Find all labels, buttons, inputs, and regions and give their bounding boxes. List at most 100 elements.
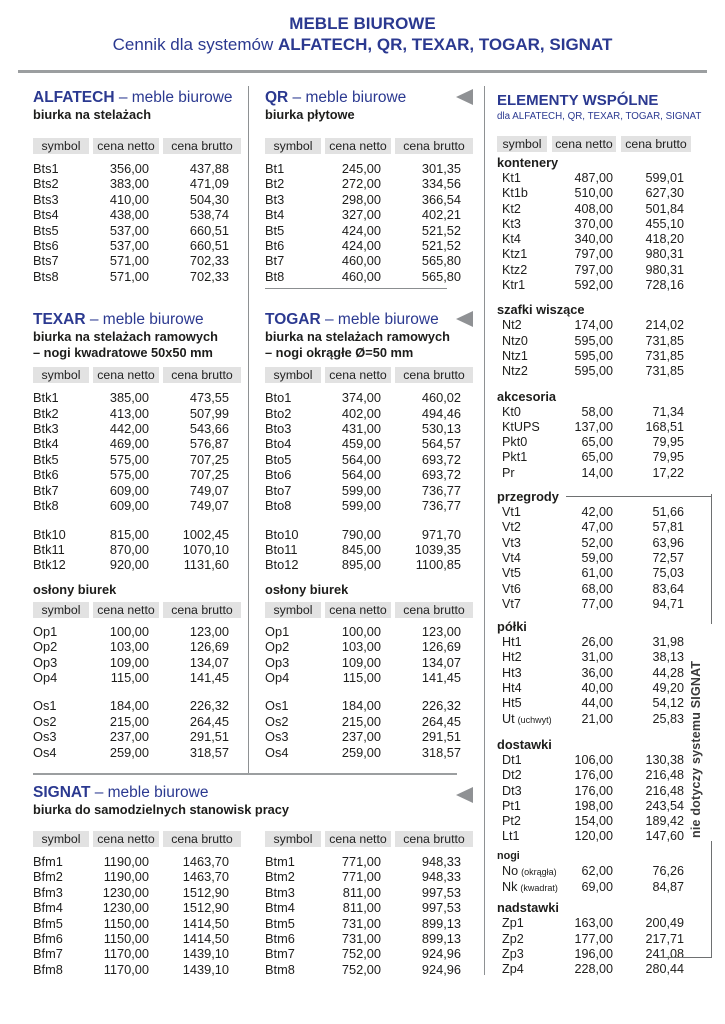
table-row: Btk6 575,00 707,25 bbox=[33, 467, 241, 482]
brutto-cell: 264,45 bbox=[421, 713, 461, 729]
brutto-cell: 707,25 bbox=[189, 451, 229, 467]
column-header: cena brutto bbox=[395, 831, 473, 847]
row-group: Bfm1 1190,00 1463,70 Bfm2 1190,00 1463,70 Bfm3… bbox=[33, 854, 241, 977]
table-row: Ht4 40,00 49,20 bbox=[497, 681, 696, 696]
table-row: Dt3 176,00 216,48 bbox=[497, 784, 696, 799]
symbol-cell: Ntz1 bbox=[502, 348, 528, 363]
brutto-cell: 521,52 bbox=[421, 222, 461, 238]
group-label: półki bbox=[497, 619, 712, 634]
table-row: Pr 14,00 17,22 bbox=[497, 466, 696, 481]
brutto-cell: 418,20 bbox=[645, 232, 684, 247]
price-table-common: Kt0 58,00 71,34 KtUPS 137,00 168,51 Pkt0 65,00 7… bbox=[497, 405, 712, 481]
column-header: cena brutto bbox=[395, 601, 473, 618]
section-subtitle: biurka płytowe bbox=[265, 107, 355, 122]
table-row: Bfm7 1170,00 1439,10 bbox=[33, 946, 241, 961]
symbol-cell: Btk11 bbox=[33, 541, 65, 557]
table-row: Ht1 26,00 31,98 bbox=[497, 635, 696, 650]
brutto-cell: 141,45 bbox=[421, 669, 461, 685]
netto-cell: 442,00 bbox=[109, 421, 149, 437]
symbol-cell: Lt1 bbox=[502, 829, 520, 844]
brutto-cell: 141,45 bbox=[189, 669, 229, 685]
symbol-cell: Btm3 bbox=[265, 884, 295, 900]
table-row: Bto1 374,00 460,02 bbox=[265, 390, 473, 405]
brutto-cell: 471,09 bbox=[189, 176, 229, 192]
table-row: Lt1 120,00 147,60 bbox=[497, 829, 696, 844]
symbol-cell: Zp1 bbox=[502, 916, 524, 931]
table-row: Os2 215,00 264,45 bbox=[265, 714, 473, 729]
brutto-cell: 280,44 bbox=[645, 962, 684, 977]
symbol-cell: Vt4 bbox=[502, 550, 521, 565]
brutto-cell: 924,96 bbox=[421, 946, 461, 962]
table-row: Bto7 599,00 736,77 bbox=[265, 483, 473, 498]
symbol-cell: Pkt0 bbox=[502, 435, 528, 450]
table-row: Ht2 31,00 38,13 bbox=[497, 650, 696, 665]
table-row: Bt7 460,00 565,80 bbox=[265, 253, 473, 268]
table-row: Btm7 752,00 924,96 bbox=[265, 946, 473, 961]
group-label: kontenery bbox=[497, 155, 712, 170]
table-row: Ht5 44,00 54,12 bbox=[497, 696, 696, 711]
row-group: Os1 184,00 226,32 Os2 215,00 264,45 Os3 237,00 2… bbox=[265, 698, 473, 760]
section-title-signat: SIGNAT – meble biurowe bbox=[33, 783, 473, 802]
table-header: symbol cena netto cena brutto bbox=[265, 601, 473, 618]
section-oslony-middle: osłony biurek symbol cena netto cena brutt… bbox=[265, 582, 473, 760]
table-row: Bto10 790,00 971,70 bbox=[265, 527, 473, 542]
row-group: Bts1 356,00 437,88 Bts2 383,00 471,09 Bts3 410,… bbox=[33, 161, 241, 284]
brutto-cell: 1070,10 bbox=[182, 541, 229, 557]
table-row: Kt4 340,00 418,20 bbox=[497, 232, 696, 247]
symbol-cell: Nk (kwadrat) bbox=[502, 879, 558, 894]
brutto-cell: 318,57 bbox=[421, 744, 461, 760]
table-header: symbol cena netto cena brutto bbox=[33, 138, 241, 154]
symbol-cell: Pr bbox=[502, 465, 515, 480]
brutto-cell: 291,51 bbox=[421, 729, 461, 745]
column-divider-left bbox=[248, 86, 249, 773]
brutto-cell: 79,95 bbox=[652, 435, 684, 450]
brutto-cell: 1414,50 bbox=[182, 931, 229, 947]
page-title: MEBLE BIUROWE bbox=[289, 14, 436, 33]
symbol-cell: Bts5 bbox=[33, 222, 59, 238]
common-group: nogi No (okrągła) 62,00 76,26 Nk (kwadrat) 69,0… bbox=[497, 850, 712, 897]
brutto-cell: 226,32 bbox=[421, 698, 461, 714]
row-group: Btm1 771,00 948,33 Btm2 771,00 948,33 Btm3 811,… bbox=[265, 854, 473, 977]
price-table-common: Dt1 106,00 130,38 Dt2 176,00 216,48 Dt3 176,00 2… bbox=[497, 753, 712, 845]
netto-cell: 537,00 bbox=[109, 222, 149, 238]
brutto-cell: 1002,45 bbox=[182, 526, 229, 542]
page-header: MEBLE BIUROWE Cennik dla systemów ALFATE… bbox=[0, 0, 725, 55]
table-row: Bt1 245,00 301,35 bbox=[265, 161, 473, 176]
brutto-cell: 660,51 bbox=[189, 222, 229, 238]
table-row: Bfm8 1170,00 1439,10 bbox=[33, 962, 241, 977]
group-label: szafki wiszące bbox=[497, 302, 712, 317]
system-name: TEXAR bbox=[33, 311, 86, 329]
symbol-cell: Bto4 bbox=[265, 436, 292, 452]
netto-cell: 65,00 bbox=[581, 435, 613, 450]
netto-cell: 14,00 bbox=[581, 465, 613, 480]
price-table-common: Vt1 42,00 51,66 Vt2 47,00 57,81 Vt3 52,00 63,96 V… bbox=[497, 505, 712, 612]
netto-cell: 31,00 bbox=[581, 650, 613, 665]
netto-cell: 1230,00 bbox=[102, 884, 149, 900]
netto-cell: 424,00 bbox=[341, 238, 381, 254]
column-header: cena netto bbox=[93, 601, 159, 618]
table-row: Bt3 298,00 366,54 bbox=[265, 192, 473, 207]
table-row: Bto12 895,00 1100,85 bbox=[265, 557, 473, 572]
table-row: Op3 109,00 134,07 bbox=[33, 655, 241, 670]
table-row: Bt2 272,00 334,56 bbox=[265, 176, 473, 191]
section-title-qr: QR – meble biurowe bbox=[265, 88, 473, 107]
netto-cell: 410,00 bbox=[109, 191, 149, 207]
column-header: symbol bbox=[33, 601, 89, 618]
column-header: symbol bbox=[265, 138, 321, 154]
row-group: No (okrągła) 62,00 76,26 Nk (kwadrat) 69,00 84,… bbox=[497, 864, 712, 897]
system-name: QR bbox=[265, 89, 289, 106]
symbol-cell: Bt8 bbox=[265, 268, 285, 284]
symbol-cell: Op2 bbox=[265, 639, 290, 655]
price-table-signat-left: Bfm1 1190,00 1463,70 Bfm2 1190,00 1463,70 Bfm3… bbox=[33, 854, 241, 977]
table-row: Op2 103,00 126,69 bbox=[265, 639, 473, 654]
table-row: Bts5 537,00 660,51 bbox=[33, 223, 241, 238]
bracket-line bbox=[711, 494, 712, 624]
symbol-note: (kwadrat) bbox=[520, 882, 558, 893]
netto-cell: 438,00 bbox=[109, 207, 149, 223]
table-row: Bfm1 1190,00 1463,70 bbox=[33, 854, 241, 869]
netto-cell: 215,00 bbox=[109, 713, 149, 729]
table-row: Zp2 177,00 217,71 bbox=[497, 932, 696, 947]
table-row: Ktz1 797,00 980,31 bbox=[497, 247, 696, 262]
netto-cell: 599,00 bbox=[341, 498, 381, 514]
